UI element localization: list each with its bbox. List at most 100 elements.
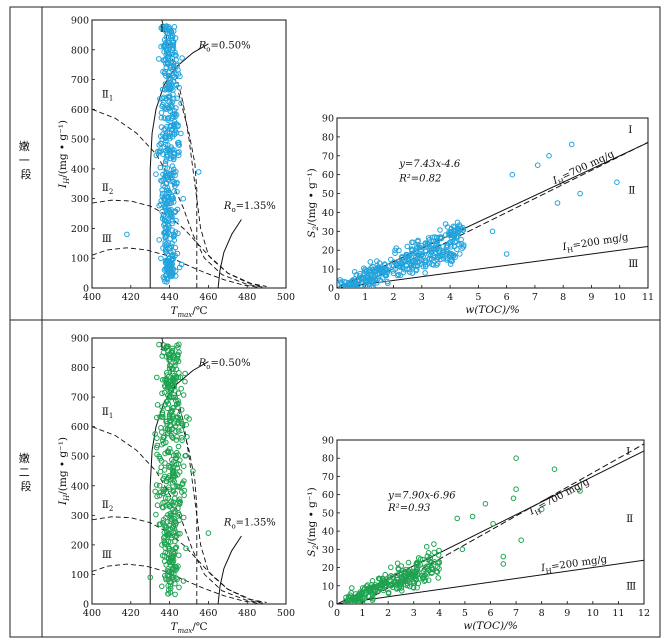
r2-right-boundary-line-ih200	[337, 559, 644, 604]
r2-right-point	[415, 555, 422, 561]
r1-left-point	[163, 194, 170, 200]
r2-left-point	[172, 580, 178, 587]
chart-r2-right-toc-s2: 0 1 2 3 4 5 6 7 8 9 10 11 120102030405060708090ⅠⅡⅢy=…	[306, 436, 650, 633]
r1-right-point	[365, 273, 371, 279]
r1-left-point	[169, 261, 176, 267]
r2-left-point	[182, 378, 188, 385]
r2-left-point	[180, 463, 187, 470]
r1-right-point	[440, 255, 447, 262]
r2-left-point	[172, 518, 179, 525]
r1-left-boundary-type-ii1	[92, 108, 263, 288]
r2-right-boundary-label: IH=700 mg/g	[527, 476, 593, 519]
r2-right-point	[424, 565, 431, 572]
r1-left-zone-label: Ⅱ1	[102, 88, 114, 102]
r1-left-ytick-label: 700	[71, 75, 89, 86]
r1-left-point	[168, 264, 174, 270]
r2-right-xtick-label: 8	[539, 608, 545, 619]
r2-left-point	[170, 550, 177, 557]
r1-left-point	[163, 246, 169, 253]
r2-left-point	[174, 465, 180, 471]
r1-right-point	[416, 244, 423, 251]
r1-left-point	[162, 220, 168, 227]
r2-left-point	[165, 430, 171, 436]
r2-left-ytick-label: 900	[71, 334, 89, 345]
r2-left-point	[176, 428, 182, 434]
r1-right-point	[363, 282, 369, 288]
r1-right-boundary-label: IH=700 mg/g	[550, 149, 617, 190]
r2-left-point	[157, 414, 163, 420]
r1-right-point	[425, 235, 432, 241]
r2-left-point	[178, 407, 185, 413]
r1-left-point	[163, 232, 170, 238]
r2-left-point	[167, 585, 174, 592]
r1-left-point	[167, 122, 174, 129]
r2-left-point	[183, 421, 189, 428]
r2-right-point	[420, 573, 427, 580]
r2-left-point	[170, 473, 177, 480]
r2-left-point	[169, 426, 176, 432]
r2-left-point	[171, 383, 177, 390]
r1-left-point	[166, 199, 172, 206]
r2-left-point	[172, 538, 178, 545]
r1-left-ytick-label: 0	[83, 284, 89, 295]
r2-left-point	[174, 449, 180, 456]
r2-right-xtick-label: 6	[487, 608, 493, 619]
r1-left-ro-annotation: Ro=1.35%	[223, 201, 276, 214]
r1-left-point	[175, 71, 182, 77]
r2-left-point	[171, 516, 178, 522]
r1-left-ro-annotation: Ro=0.50%	[198, 40, 251, 53]
r2-right-point	[410, 580, 417, 587]
r2-right-point	[513, 486, 519, 493]
r1-left-zone-label: Ⅲ	[102, 233, 112, 245]
r1-left-point	[171, 180, 178, 187]
r1-right-point	[377, 277, 384, 284]
table-frame	[9, 6, 661, 638]
r2-right-point	[399, 588, 405, 594]
r1-right-point	[408, 258, 415, 265]
r1-left-point	[153, 171, 159, 177]
r1-right-point	[509, 171, 516, 178]
r1-right-zone-label: Ⅰ	[628, 124, 632, 136]
r1-right-ytick-label: 80	[322, 132, 334, 143]
r2-left-point	[154, 502, 161, 509]
r1-right-point	[443, 248, 450, 254]
r2-left-point	[172, 394, 178, 401]
r1-right-point	[443, 244, 450, 251]
r2-right-point	[415, 563, 422, 569]
r1-right-r-squared: R²=0.82	[398, 173, 441, 184]
r2-right-point	[349, 585, 355, 591]
r1-left-point	[171, 64, 178, 71]
row-label-1-c2: 一	[19, 154, 30, 167]
r2-left-point	[159, 390, 165, 397]
r1-right-point	[425, 241, 432, 248]
r2-left-point	[172, 375, 179, 382]
r2-right-point	[428, 570, 435, 577]
r2-left-point	[166, 503, 173, 510]
r2-left-point	[166, 445, 173, 452]
r1-left-ro-135-curve	[217, 219, 242, 288]
r1-right-point	[397, 272, 404, 279]
r2-left-point	[169, 547, 176, 553]
r1-left-point	[156, 202, 162, 209]
r1-right-point	[369, 283, 375, 288]
r1-left-point	[166, 72, 173, 79]
r2-right-point	[366, 588, 373, 594]
r2-left-ro-135-curve	[217, 535, 242, 604]
r2-right-equation: y=7.90x-6.96	[387, 490, 456, 501]
r2-left-point	[165, 591, 172, 597]
r2-left-point	[153, 482, 160, 488]
r1-right-point	[401, 258, 408, 264]
row-label-1: 嫩 一 段	[19, 139, 34, 181]
r1-left-ytick-label: 900	[71, 16, 89, 27]
r1-right-point	[434, 256, 440, 263]
r2-left-point	[159, 409, 166, 416]
r2-right-ytick-label: 50	[322, 508, 334, 519]
r2-left-point	[183, 545, 189, 552]
r2-right-ytick-label: 0	[328, 600, 334, 611]
r2-left-point	[172, 397, 179, 404]
r2-left-point	[160, 437, 166, 443]
r2-left-ro-annotation: Ro=0.50%	[198, 358, 251, 371]
r2-left-xtick-label: 460	[199, 608, 217, 619]
r1-left-point	[170, 231, 177, 238]
r2-left-point	[176, 412, 183, 418]
